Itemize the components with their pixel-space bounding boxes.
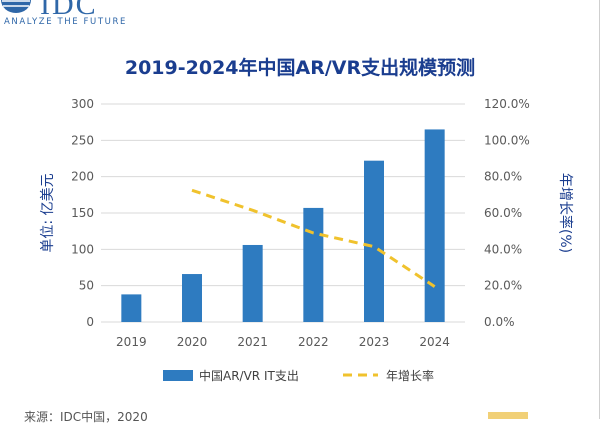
bar [425,129,445,322]
bar [243,245,263,322]
bar [303,208,323,322]
y-tick-left: 150 [71,206,94,220]
source-note: 来源：IDC中国，2020 [24,408,148,425]
y-axis-title-right: 年增长率(%) [557,173,574,253]
bar [364,161,384,322]
legend-label-line: 年增长率 [386,368,434,383]
y-tick-left: 300 [71,97,94,111]
legend-label-bars: 中国AR/VR IT支出 [199,368,299,383]
x-tick: 2023 [359,335,390,349]
y-tick-left: 0 [86,315,94,329]
y-tick-right: 0.0% [484,315,515,329]
y-tick-right: 80.0% [484,170,522,184]
y-tick-left: 200 [71,170,94,184]
y-tick-right: 100.0% [484,133,530,147]
y-tick-left: 50 [79,279,94,293]
bar [182,274,202,322]
x-tick: 2019 [116,335,147,349]
legend-swatch-bars [163,370,193,381]
x-tick: 2022 [298,335,329,349]
x-tick: 2021 [237,335,268,349]
y-tick-left: 100 [71,242,94,256]
x-tick: 2020 [177,335,208,349]
y-tick-right: 40.0% [484,242,522,256]
bar [121,294,141,322]
y-tick-left: 250 [71,133,94,147]
y-tick-right: 60.0% [484,206,522,220]
y-tick-right: 20.0% [484,279,522,293]
corner-mark [488,412,528,419]
x-tick: 2024 [419,335,450,349]
y-axis-title-left: 单位: 亿美元 [40,173,56,252]
y-tick-right: 120.0% [484,97,530,111]
